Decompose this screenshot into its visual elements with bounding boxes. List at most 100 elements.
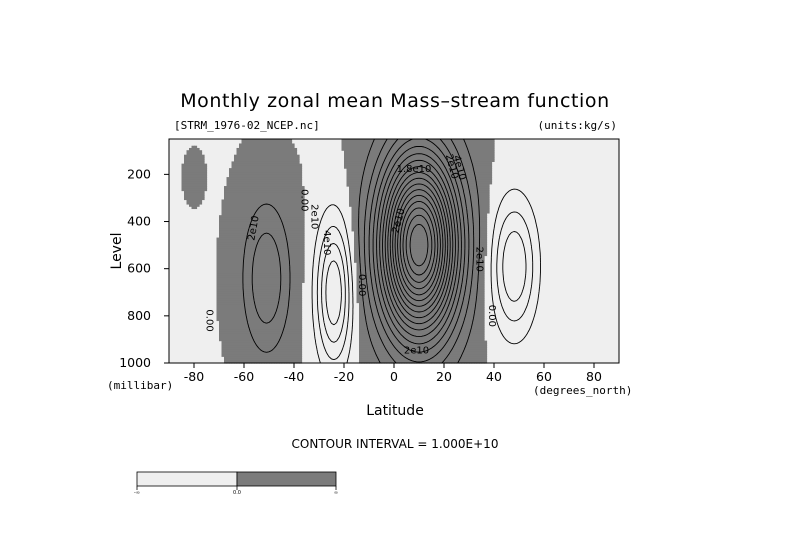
shade-cell [471,172,475,176]
shade-cell [446,165,450,169]
shade-cell [431,168,435,171]
shade-cell [354,203,358,207]
shade-cell [379,145,383,149]
shade-cell [226,253,230,257]
shade-cell [271,255,275,259]
shade-cell [299,188,303,192]
shade-cell [456,172,460,176]
shade-cell [376,224,380,227]
shade-cell [381,154,385,158]
shade-cell [356,161,360,165]
shade-cell [436,233,440,236]
shade-cell [474,228,478,232]
shade-cell [416,224,420,227]
shade-cell [444,210,448,214]
shade-cell [281,235,285,239]
shade-cell [456,141,460,145]
shade-cell [421,237,425,241]
shade-cell [451,219,455,223]
shade-cell [441,253,445,257]
shade-cell [241,215,245,218]
shade-cell [386,197,390,201]
shade-cell [271,195,275,198]
shade-cell [261,139,265,142]
shade-cell [359,163,363,167]
shade-cell [296,215,300,218]
shade-cell [476,230,480,234]
shade-cell [366,170,370,174]
shade-cell [466,159,470,162]
shade-cell [461,159,465,162]
shade-cell [419,197,423,201]
shade-cell [384,206,388,210]
shade-cell [444,259,448,263]
shade-cell [414,139,418,142]
shade-cell [251,159,255,162]
shade-cell [384,172,388,176]
shade-cell [271,208,275,212]
shade-cell [479,177,483,180]
shade-cell [409,228,413,232]
shade-cell [469,183,473,187]
shade-cell [469,159,473,162]
shade-cell [479,242,483,245]
shade-cell [351,212,355,216]
shade-cell [274,235,278,239]
shade-cell [429,156,433,160]
shade-cell [479,186,483,189]
shade-cell [239,147,243,151]
shade-cell [439,143,443,147]
shade-cell [231,251,235,254]
shade-cell [389,165,393,169]
shade-cell [481,152,485,156]
shade-cell [421,210,425,214]
shade-cell [459,192,463,196]
shade-cell [219,235,223,239]
shade-cell [296,188,300,192]
shade-cell [469,154,473,158]
shade-cell [361,239,365,243]
shade-cell [461,192,465,196]
shade-cell [451,233,455,236]
shade-cell [459,154,463,158]
shade-cell [476,253,480,257]
shade-cell [406,172,410,176]
shade-cell [406,226,410,230]
shade-cell [366,235,370,239]
shade-cell [374,161,378,165]
shade-cell [261,237,265,241]
shade-cell [394,221,398,225]
shade-cell [366,230,370,234]
shade-cell [469,143,473,147]
shade-cell [281,139,285,142]
shade-cell [241,181,245,185]
shade-cell [384,177,388,180]
shade-cell [391,206,395,210]
shade-cell [264,179,268,183]
shade-cell [376,233,380,236]
shade-cell [366,215,370,218]
shade-cell [369,259,373,263]
shade-cell [416,174,420,178]
shade-cell [224,188,228,192]
shade-cell [276,183,280,187]
shade-cell [279,177,283,180]
shade-cell [281,159,285,162]
shade-cell [401,215,405,218]
shade-cell [359,237,363,241]
shade-cell [361,235,365,239]
shade-cell [476,179,480,183]
shade-cell [291,168,295,171]
shade-cell [274,163,278,167]
shade-cell [284,226,288,230]
shade-cell [359,145,363,149]
shade-cell [384,186,388,189]
shade-cell [404,253,408,257]
shade-cell [444,139,448,142]
shade-cell [276,259,280,263]
shade-cell [411,139,415,142]
shade-cell [196,190,200,194]
shade-cell [466,251,470,254]
shade-cell [271,199,275,203]
shade-cell [441,230,445,234]
